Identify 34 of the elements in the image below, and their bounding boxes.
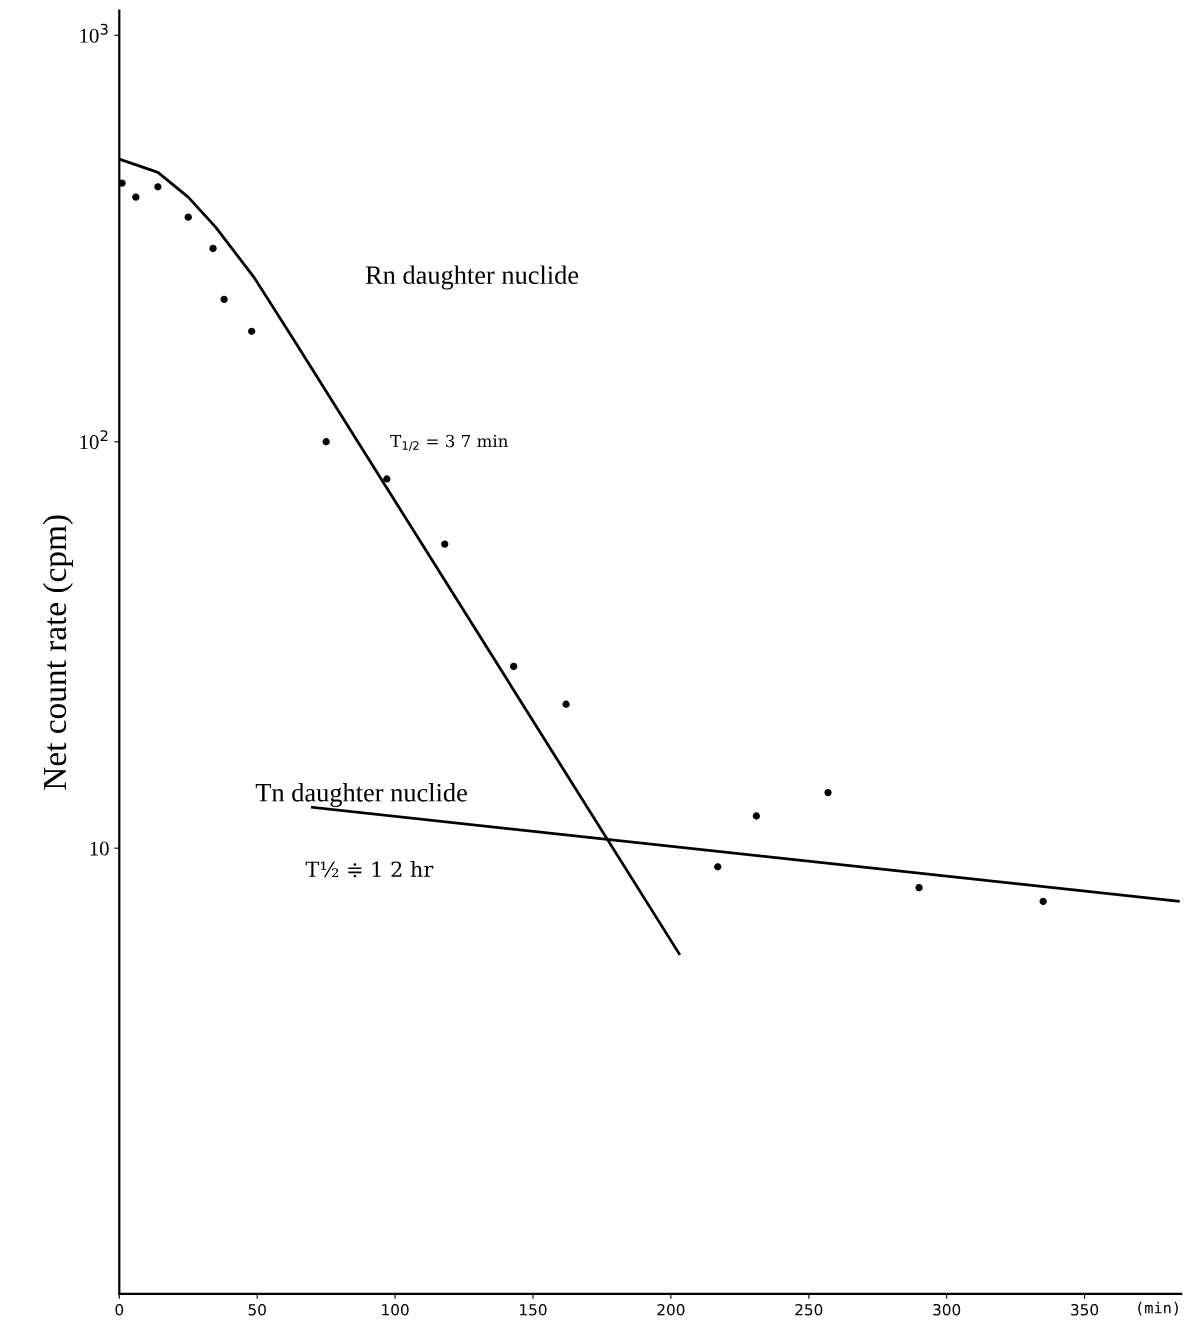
y-tick-label: 10$^{3}$ (80, 23, 108, 43)
x-tick-label: 150 (520, 1303, 547, 1316)
point (383, 475, 391, 483)
x-axis-title: (min) (1138, 1301, 1178, 1316)
point (119, 179, 126, 187)
x-tick-label: 250 (795, 1303, 823, 1316)
x-tick-label: 100 (382, 1303, 409, 1316)
point (510, 662, 518, 671)
x-tick-label: 50 (248, 1303, 266, 1316)
point (132, 193, 140, 201)
annotation: Rn daughter nuclide (365, 265, 579, 290)
point (752, 812, 761, 820)
point (154, 183, 162, 191)
point (184, 213, 192, 221)
point (220, 295, 228, 304)
x-tick-label: 350 (1071, 1303, 1099, 1316)
point (209, 244, 217, 253)
point (714, 863, 722, 871)
y-tick-label: 10$^{2}$ (80, 430, 108, 450)
point (1039, 897, 1047, 905)
point (322, 438, 330, 446)
point (248, 327, 256, 335)
point (824, 788, 832, 797)
x-tick-label: 300 (933, 1303, 961, 1316)
y-axis-title: Net count rate (cpm) (42, 515, 73, 790)
point (441, 540, 449, 548)
x-tick-label: 200 (657, 1303, 685, 1316)
x-tick-label: 0 (115, 1303, 124, 1316)
annotation: T½ ≑ 1 2 hr (305, 861, 434, 878)
point (562, 700, 570, 708)
annotation: Tn daughter nuclide (255, 783, 467, 808)
y-tick-label: 10 (90, 841, 109, 856)
annotation: T$_{1/2}$ = 3 7 min (390, 434, 508, 451)
point (915, 883, 923, 892)
